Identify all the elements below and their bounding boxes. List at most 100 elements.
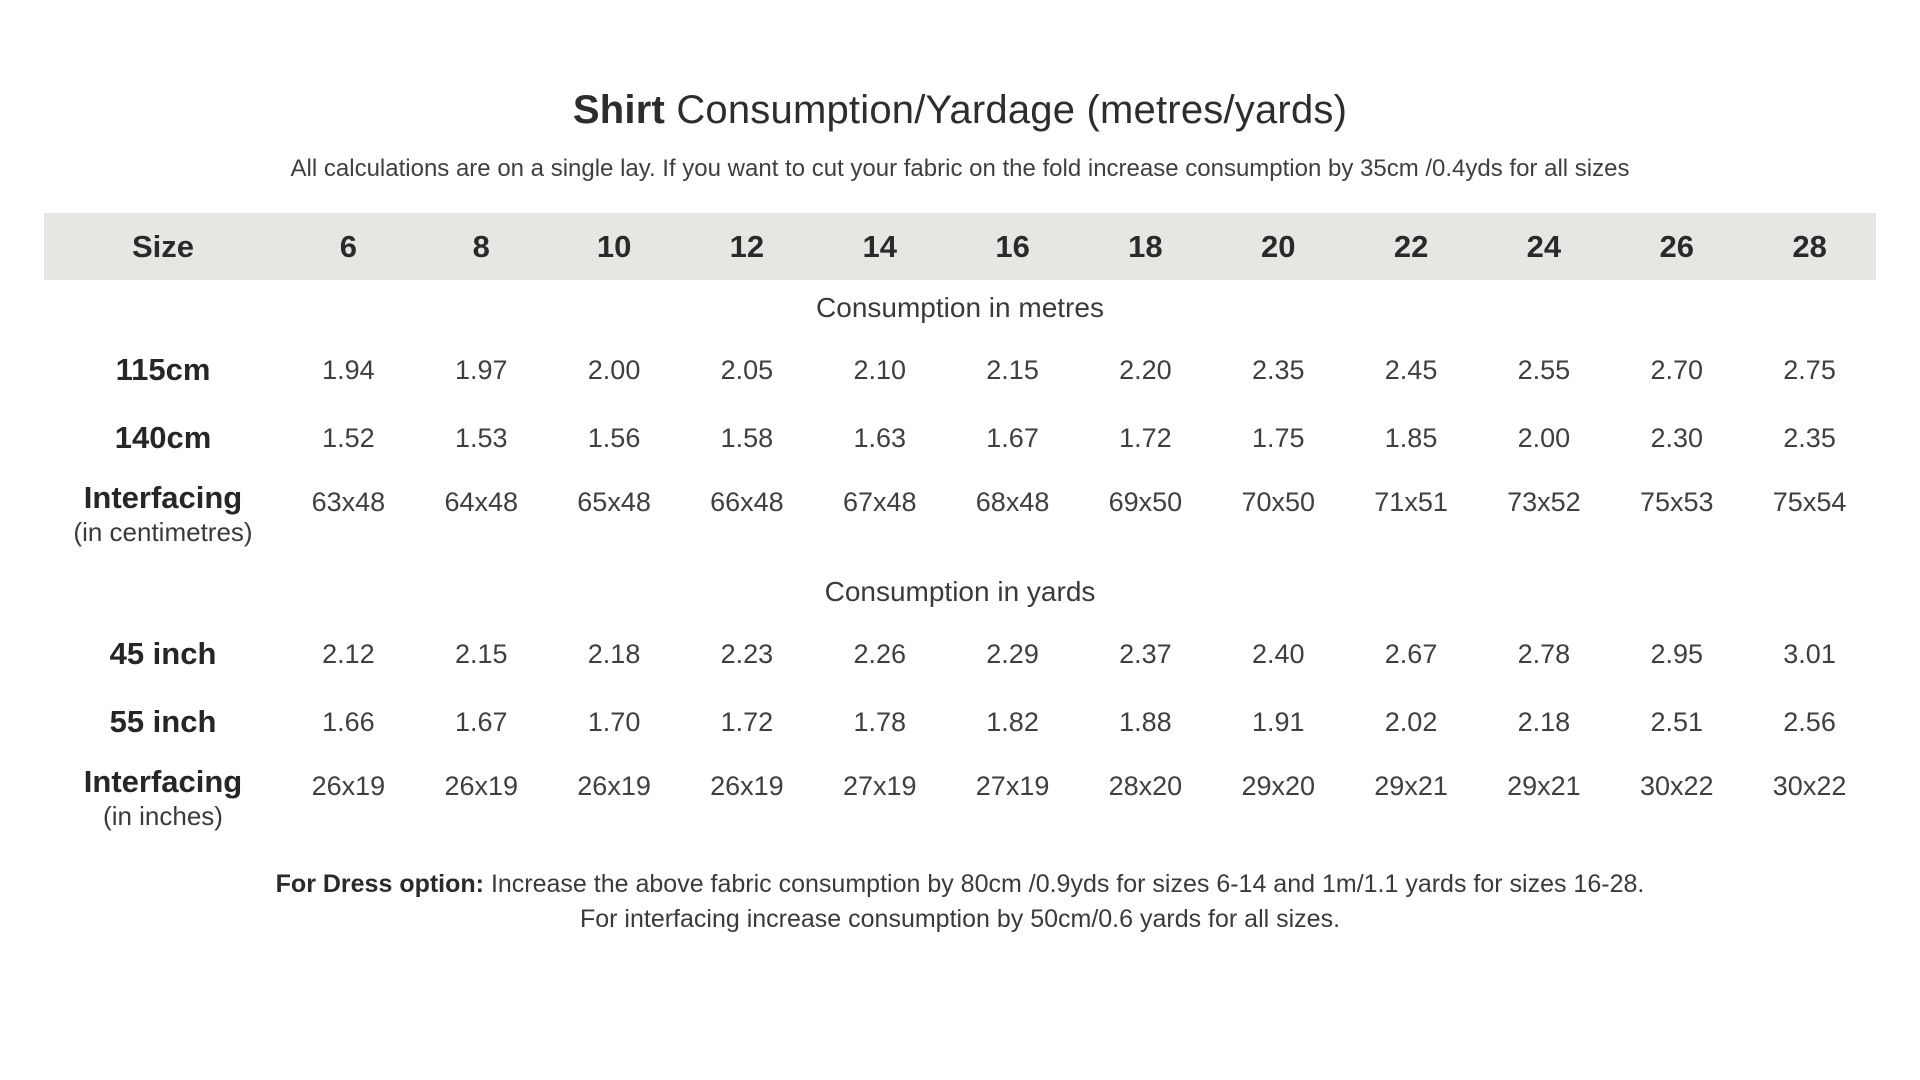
value-45-inch-size-16: 2.29 (986, 638, 1039, 669)
table-row-55-inch: 55 inch 1.66 1.67 1.70 1.72 1.78 1.82 1.88 1.91 2… (44, 688, 1876, 756)
value-55-inch-size-12: 1.72 (720, 706, 774, 737)
row-label-main: 115cm (115, 352, 211, 388)
value-interfacing-size-8: 26x19 (444, 771, 519, 802)
value-interfacing-size-24: 29x21 (1507, 771, 1581, 802)
value-55-inch-size-6: 1.66 (322, 706, 375, 737)
size-header-row: Size 6 8 10 12 14 16 18 20 22 24 26 28 (44, 213, 1876, 280)
table-body: Consumption in metres 115cm 1.94 1.97 2.00 2.… (44, 280, 1876, 848)
row-label-main: Interfacing (83, 764, 243, 800)
value-140cm-size-12: 1.58 (720, 422, 774, 453)
value-55-inch-size-16: 1.82 (986, 706, 1039, 737)
interfacing-note: For interfacing increase consumption by … (579, 905, 1341, 934)
value-interfacing-size-16: 68x48 (975, 487, 1050, 517)
value-45-inch-size-8: 2.15 (454, 638, 508, 669)
value-55-inch-size-24: 2.18 (1517, 706, 1571, 737)
value-45-inch-size-28: 3.01 (1783, 638, 1836, 669)
value-140cm-size-28: 2.35 (1783, 422, 1836, 453)
size-col-6: 6 (339, 228, 358, 264)
value-140cm-size-18: 1.72 (1119, 422, 1172, 453)
row-label-interfacing: Interfacing (in centimetres) (44, 480, 282, 548)
value-140cm-size-14: 1.63 (853, 422, 907, 453)
value-interfacing-size-28: 75x54 (1772, 487, 1847, 517)
value-45-inch-size-12: 2.23 (720, 638, 774, 669)
size-col-26: 26 (1659, 228, 1694, 264)
value-55-inch-size-26: 2.51 (1650, 706, 1704, 737)
size-col-14: 14 (862, 228, 897, 264)
table-row-interfacing: Interfacing (in inches) 26x19 26x19 26x19 26x… (44, 756, 1876, 848)
value-interfacing-size-10: 26x19 (577, 771, 651, 802)
size-col-24: 24 (1526, 228, 1562, 264)
row-label-main: 140cm (114, 420, 212, 456)
title-rest: Consumption/Yardage (metres/yards) (676, 88, 1348, 132)
row-label-interfacing: Interfacing (in inches) (44, 764, 282, 832)
title-garment-name: Shirt (572, 88, 665, 132)
value-interfacing-size-6: 26x19 (311, 771, 386, 802)
value-115cm-size-28: 2.75 (1783, 354, 1836, 385)
value-140cm-size-16: 1.67 (986, 422, 1039, 453)
table-row-45-inch: 45 inch 2.12 2.15 2.18 2.23 2.26 2.29 2.37 2.40 2… (44, 620, 1876, 688)
value-115cm-size-24: 2.55 (1517, 354, 1571, 385)
size-col-16: 16 (995, 228, 1030, 264)
value-interfacing-size-12: 26x19 (710, 771, 784, 802)
value-55-inch-size-14: 1.78 (853, 706, 907, 737)
row-label-115cm: 115cm (44, 352, 282, 388)
value-55-inch-size-20: 1.91 (1251, 706, 1305, 737)
value-55-inch-size-18: 1.88 (1119, 706, 1172, 737)
size-col-20: 20 (1261, 228, 1296, 264)
table-row-interfacing: Interfacing (in centimetres) 63x48 64x48 65x… (44, 472, 1876, 564)
dress-option-label: For Dress option: (275, 870, 484, 899)
value-interfacing-size-22: 71x51 (1374, 487, 1448, 517)
single-lay-note: All calculations are on a single lay. If… (290, 155, 1630, 182)
dress-option-note: For Dress option: Increase the above fab… (0, 870, 1920, 899)
value-interfacing-size-20: 29x20 (1241, 771, 1316, 802)
value-45-inch-size-24: 2.78 (1517, 638, 1571, 669)
section-heading: Consumption in yards (824, 576, 1096, 608)
value-140cm-size-22: 1.85 (1384, 422, 1438, 453)
value-115cm-size-6: 1.94 (322, 354, 375, 385)
value-interfacing-size-26: 30x22 (1639, 771, 1714, 802)
consumption-table: Size 6 8 10 12 14 16 18 20 22 24 26 28 Consumption … (44, 213, 1876, 848)
row-label-sub: (in centimetres) (73, 516, 253, 547)
page-title: Shirt Consumption/Yardage (metres/yards) (0, 88, 1920, 133)
size-col-12: 12 (729, 228, 765, 264)
row-label-55-inch: 55 inch (44, 704, 282, 740)
value-140cm-size-20: 1.75 (1251, 422, 1305, 453)
size-header-label: Size (131, 228, 195, 264)
value-140cm-size-6: 1.52 (322, 422, 375, 453)
value-interfacing-size-20: 70x50 (1241, 487, 1316, 517)
value-45-inch-size-20: 2.40 (1251, 638, 1305, 669)
value-interfacing-size-12: 66x48 (710, 487, 784, 517)
value-interfacing-size-16: 27x19 (975, 771, 1050, 802)
table-row-115cm: 115cm 1.94 1.97 2.00 2.05 2.10 2.15 2.20 2.35 2.4… (44, 336, 1876, 404)
value-115cm-size-8: 1.97 (454, 354, 508, 385)
value-interfacing-size-8: 64x48 (444, 487, 519, 517)
value-115cm-size-10: 2.00 (587, 354, 641, 385)
value-interfacing-size-28: 30x22 (1772, 771, 1847, 802)
value-interfacing-size-10: 65x48 (577, 487, 651, 517)
row-label-main: 45 inch (109, 636, 217, 672)
row-label-140cm: 140cm (44, 420, 282, 456)
value-115cm-size-18: 2.20 (1119, 354, 1172, 385)
row-label-45-inch: 45 inch (44, 636, 282, 672)
value-interfacing-size-6: 63x48 (311, 487, 386, 517)
size-col-22: 22 (1393, 228, 1429, 264)
row-label-sub: (in inches) (103, 800, 223, 831)
value-55-inch-size-22: 2.02 (1384, 706, 1438, 737)
section-heading: Consumption in metres (816, 292, 1104, 323)
table-row-140cm: 140cm 1.52 1.53 1.56 1.58 1.63 1.67 1.72 1.75 1.8… (44, 404, 1876, 472)
value-interfacing-size-14: 67x48 (842, 487, 917, 517)
value-55-inch-size-10: 1.70 (587, 706, 641, 737)
size-col-10: 10 (596, 228, 632, 264)
value-115cm-size-26: 2.70 (1650, 354, 1704, 385)
value-115cm-size-12: 2.05 (720, 354, 774, 385)
value-45-inch-size-26: 2.95 (1650, 638, 1704, 669)
value-45-inch-size-10: 2.18 (587, 638, 641, 669)
size-col-28: 28 (1792, 228, 1827, 264)
value-115cm-size-20: 2.35 (1251, 354, 1305, 385)
size-col-18: 18 (1128, 228, 1163, 264)
value-140cm-size-10: 1.56 (587, 422, 641, 453)
value-interfacing-size-26: 75x53 (1639, 487, 1714, 517)
value-45-inch-size-14: 2.26 (853, 638, 907, 669)
value-140cm-size-8: 1.53 (454, 422, 508, 453)
value-140cm-size-24: 2.00 (1517, 422, 1571, 453)
